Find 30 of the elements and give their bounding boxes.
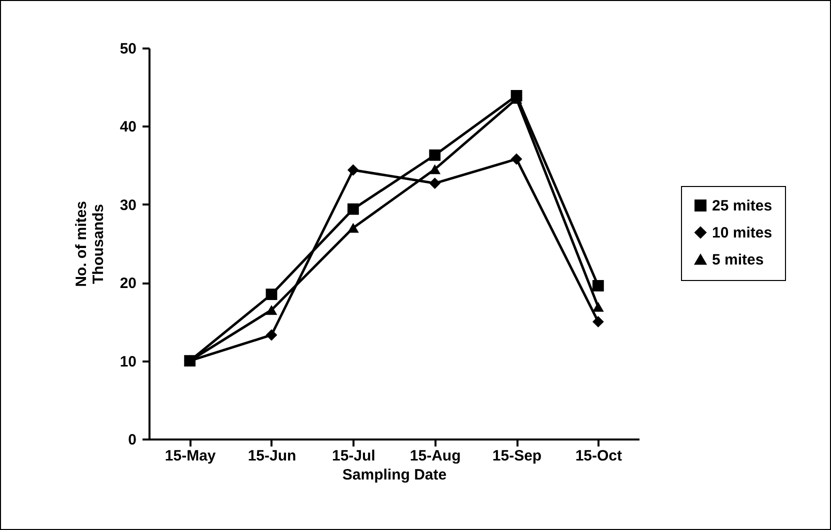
x-tick-label: 15-Oct	[575, 448, 622, 464]
y-tick-label: 10	[120, 353, 136, 370]
point	[429, 178, 441, 189]
x-axis-title: Sampling Date	[342, 466, 447, 484]
legend-label: 5 mites	[712, 252, 764, 268]
x-tick-label: 15-May	[164, 448, 216, 464]
point	[347, 164, 359, 176]
point	[266, 305, 278, 315]
y-tick-label: 30	[120, 196, 136, 214]
point	[347, 222, 359, 233]
point	[266, 288, 278, 300]
x-tick-label: 15-Jul	[332, 448, 376, 464]
legend-label: 25 mites	[712, 198, 772, 214]
point	[510, 153, 522, 165]
legend-label: 10 mites	[712, 224, 772, 242]
x-tick-label: 15-Jun	[248, 448, 296, 464]
point	[266, 329, 278, 341]
y-tick-label: 20	[120, 275, 136, 292]
point	[429, 149, 441, 161]
point	[429, 164, 441, 174]
y-axis-title: No. of mites Thousands	[72, 201, 107, 287]
y-tick-label: 50	[120, 40, 136, 58]
point	[592, 302, 604, 312]
x-tick-label: 15-Aug	[410, 448, 461, 464]
point	[592, 316, 604, 328]
point	[347, 203, 359, 215]
y-tick-label: 0	[128, 432, 136, 448]
point	[592, 280, 604, 292]
x-tick-label: 15-Sep	[492, 448, 542, 464]
y-tick-label: 40	[120, 118, 136, 136]
